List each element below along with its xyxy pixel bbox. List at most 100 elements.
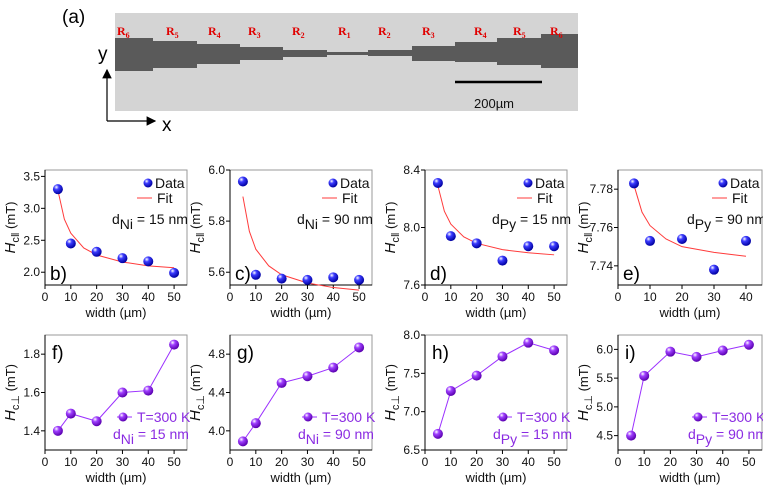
legend-data-label: Data	[340, 175, 370, 191]
y-tick-label: 6.0	[596, 342, 613, 356]
x-tick-label: 50	[352, 455, 366, 469]
x-tick-label: 10	[64, 290, 78, 304]
x-tick-label: 50	[167, 290, 181, 304]
y-tick-label: 2.0	[23, 265, 40, 279]
y-tick-label: 5.5	[596, 371, 613, 385]
x-tick-label: 10	[249, 455, 263, 469]
x-tick-label: 30	[690, 455, 704, 469]
data-point	[523, 337, 534, 348]
data-point	[302, 371, 313, 382]
panel-label: c)	[235, 264, 251, 285]
region-label: R4	[208, 24, 221, 40]
x-tick-label: 50	[352, 290, 366, 304]
data-point	[626, 430, 637, 441]
fit-curve	[57, 190, 175, 269]
y-tick-label: 6.0	[208, 163, 225, 177]
data-point	[717, 345, 728, 356]
x-tick-label: 40	[522, 455, 536, 469]
data-point	[276, 273, 287, 284]
y-tick-label: 8.4	[403, 163, 420, 177]
data-point	[276, 377, 287, 388]
strip-segment	[240, 47, 283, 60]
x-tick-label: 0	[422, 290, 429, 304]
x-tick-label: 10	[643, 290, 657, 304]
x-axis-title: width (µm)	[659, 305, 721, 320]
panel-label: h)	[432, 343, 449, 364]
x-tick-label: 50	[167, 455, 181, 469]
x-axis-title: width (µm)	[465, 470, 527, 485]
y-tick-label: 4.8	[208, 347, 225, 361]
data-point	[677, 234, 687, 244]
strip-segment	[497, 38, 541, 65]
x-tick-label: 0	[227, 455, 234, 469]
x-tick-label: 40	[142, 290, 156, 304]
data-point	[741, 235, 751, 246]
y-tick-label: 3.0	[23, 201, 40, 215]
legend-marker	[693, 412, 703, 422]
data-point	[645, 235, 655, 246]
x-tick-label: 40	[739, 290, 753, 304]
region-label: R3	[248, 24, 261, 40]
x-axis-title: width (µm)	[465, 305, 527, 320]
data-point	[639, 370, 650, 381]
x-tick-label: 10	[249, 290, 263, 304]
x-tick-label: 50	[547, 455, 561, 469]
y-tick-label: 7.6	[403, 278, 420, 292]
data-point	[549, 345, 560, 356]
y-tick-label: 1.6	[23, 386, 40, 400]
data-point	[91, 416, 102, 427]
x-tick-label: 30	[707, 290, 721, 304]
x-tick-label: 30	[301, 455, 315, 469]
x-tick-label: 20	[675, 290, 689, 304]
y-tick-label: 6.5	[403, 443, 420, 457]
x-tick-label: 10	[444, 455, 458, 469]
y-tick-label: 7.78	[590, 182, 614, 196]
y-tick-label: 7.5	[403, 366, 420, 380]
data-point	[250, 418, 261, 429]
data-point	[432, 177, 443, 188]
strip-segment	[368, 50, 412, 56]
data-point	[328, 362, 339, 373]
legend-data-label: Data	[535, 175, 565, 191]
strip-segment	[283, 50, 327, 57]
x-tick-label: 0	[227, 290, 234, 304]
y-tick-label: 7.74	[590, 259, 614, 273]
y-axis-label: y	[98, 44, 108, 65]
data-point	[709, 264, 719, 275]
y-tick-label: 1.8	[23, 347, 40, 361]
x-tick-label: 20	[664, 455, 678, 469]
panel-label: e)	[623, 264, 640, 285]
y-tick-label: 2.5	[23, 233, 40, 247]
x-tick-label: 20	[470, 455, 484, 469]
y-tick-label: 5.8	[208, 214, 225, 228]
data-point	[237, 436, 248, 447]
strip-segment	[541, 34, 578, 68]
chart-b: 0 10 20 30 40 50 2.0 2.5 3.0 3.5 width (µm) Hc‖ (mT…	[2, 169, 188, 320]
data-point	[52, 425, 63, 436]
strip-segment	[115, 38, 153, 71]
x-tick-label: 30	[116, 455, 130, 469]
data-point	[169, 339, 180, 350]
y-tick-label: 4.0	[208, 424, 225, 438]
y-tick-label: 4.5	[596, 429, 613, 443]
x-tick-label: 30	[301, 290, 315, 304]
y-axis-title: Hc⊥ (mT)	[2, 364, 22, 421]
thickness-annotation: dPy = 15 nm	[492, 211, 571, 232]
x-tick-label: 50	[547, 290, 561, 304]
data-point	[143, 256, 154, 267]
x-tick-label: 30	[116, 290, 130, 304]
strip-segment	[197, 44, 240, 64]
legend-marker	[303, 412, 313, 422]
nanowire-strip	[115, 34, 578, 71]
fit-curve	[633, 185, 747, 257]
data-point	[302, 274, 313, 285]
data-point	[471, 370, 482, 381]
thickness-annotation: dNi = 15 nm	[112, 211, 188, 232]
chart-f: 0 10 20 30 40 50 1.4 1.6 1.8 width (µm) Hc⊥ (mT) f)…	[2, 334, 191, 485]
y-tick-label: 3.5	[23, 169, 40, 183]
legend-fit-label: Fit	[732, 190, 748, 206]
y-axis-title: Hc‖ (mT)	[575, 202, 595, 254]
fit-curve	[437, 185, 555, 256]
y-tick-label: 1.4	[23, 424, 40, 438]
